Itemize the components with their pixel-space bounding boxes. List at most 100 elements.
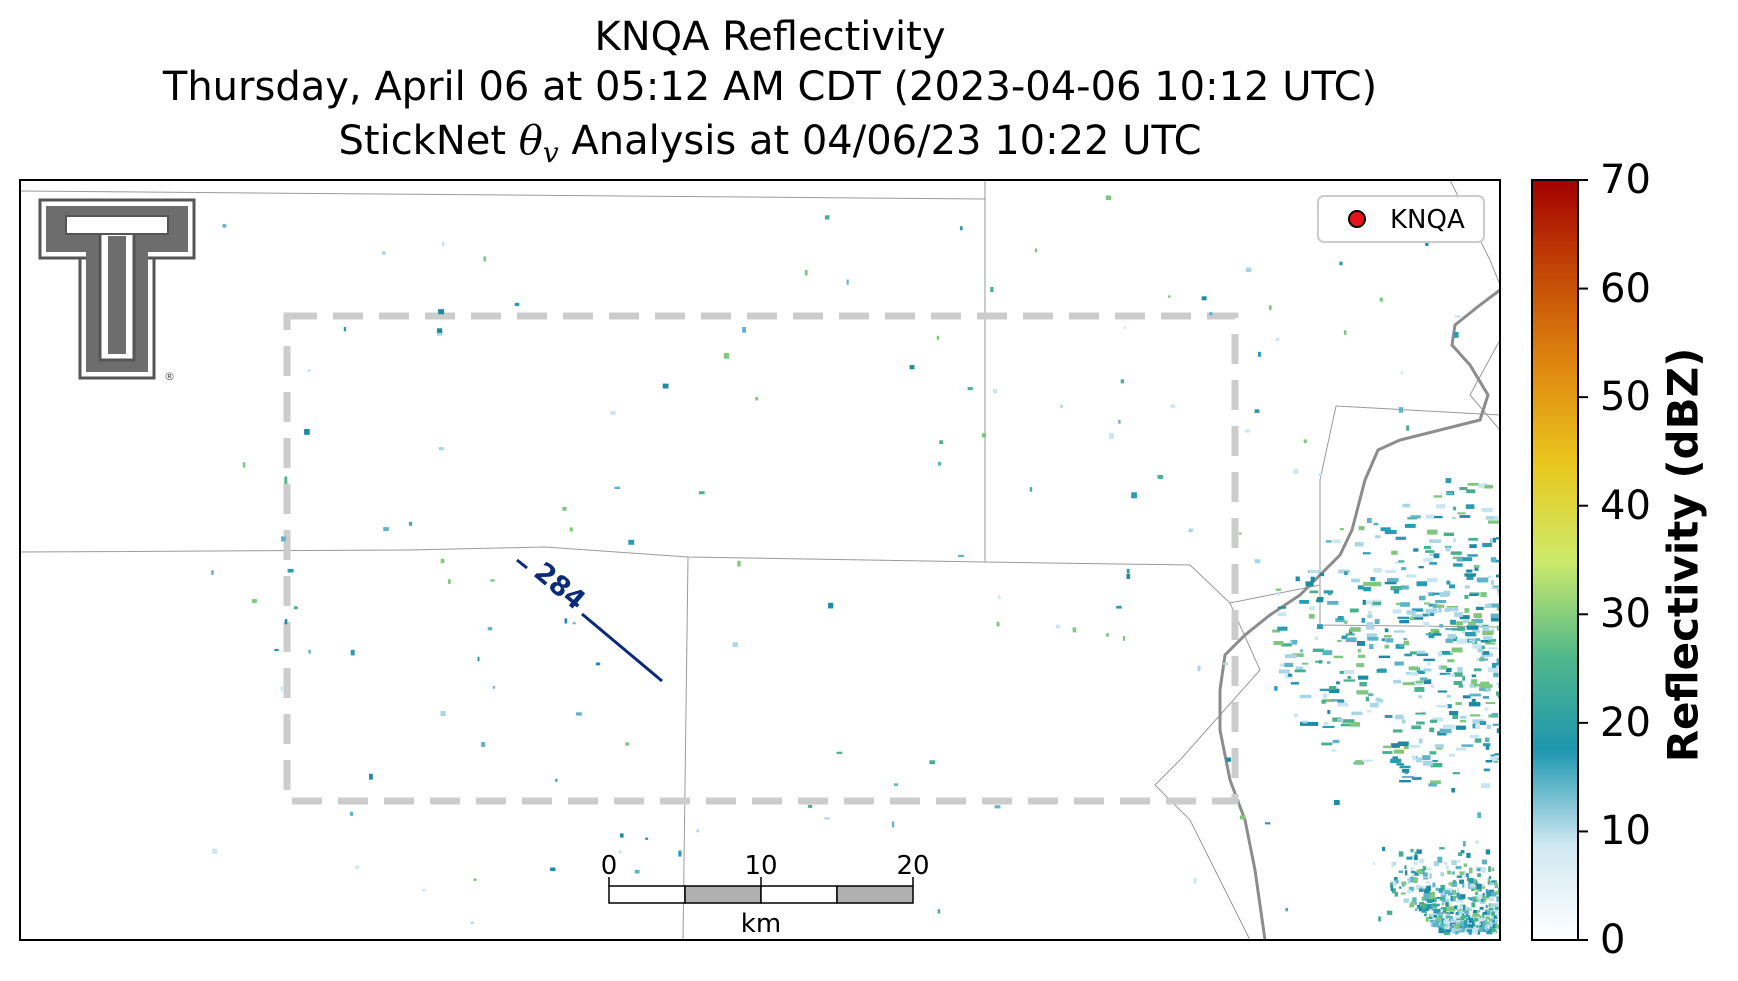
- echo-pixel: [1466, 876, 1469, 882]
- echo-pixel: [1501, 922, 1507, 925]
- echo-pixel: [1277, 606, 1287, 609]
- echo-pixel: [1447, 921, 1452, 928]
- echo-pixel: [1403, 744, 1409, 749]
- echo-pixel: [1433, 553, 1440, 559]
- echo-pixel: [1479, 645, 1485, 650]
- echo-pixel: [1288, 673, 1292, 677]
- echo-pixel: [936, 335, 940, 340]
- echo-pixel: [1390, 886, 1394, 892]
- echo-pixel: [994, 805, 1001, 809]
- echo-pixel: [1503, 921, 1508, 924]
- echo-pixel: [1490, 915, 1494, 919]
- echo-pixel: [1473, 683, 1481, 687]
- echo-pixel: [1357, 648, 1361, 653]
- echo-pixel: [1475, 606, 1484, 610]
- echo-pixel: [1406, 574, 1417, 578]
- echo-pixel: [1425, 242, 1429, 246]
- echo-pixel: [1405, 870, 1408, 876]
- echo-pixel: [1367, 636, 1379, 641]
- echo-pixel: [1387, 578, 1399, 582]
- echo-pixel: [698, 491, 705, 495]
- echo-pixel: [1239, 532, 1242, 535]
- echo-pixel: [1461, 744, 1474, 747]
- colorbar-tick-label: 50: [1600, 374, 1651, 421]
- echo-pixel: [251, 599, 257, 603]
- echo-pixel: [280, 686, 283, 692]
- echo-pixel: [1374, 619, 1380, 624]
- echo-pixel: [1395, 536, 1406, 540]
- echo-pixel: [1332, 717, 1342, 722]
- echo-pixel: [1299, 694, 1312, 699]
- echo-pixel: [1488, 903, 1493, 909]
- echo-pixel: [1421, 903, 1427, 909]
- echo-pixel: [1449, 584, 1455, 589]
- echo-pixel: [1414, 908, 1418, 911]
- echo-pixel: [1358, 526, 1365, 531]
- echo-pixel: [1408, 744, 1421, 748]
- echo-pixel: [1483, 688, 1490, 692]
- echo-pixel: [1337, 639, 1342, 642]
- echo-pixel: [355, 865, 360, 869]
- echo-pixel: [1462, 695, 1471, 699]
- echo-pixel: [1393, 679, 1401, 684]
- echo-pixel: [1446, 865, 1449, 870]
- echo-pixel: [1467, 482, 1479, 486]
- echo-pixel: [1435, 887, 1439, 891]
- echo-pixel: [1491, 867, 1495, 872]
- echo-pixel: [1453, 563, 1463, 567]
- echo-pixel: [614, 486, 621, 489]
- echo-pixel: [1468, 877, 1474, 884]
- echo-pixel: [1458, 852, 1463, 856]
- echo-pixel: [1522, 665, 1531, 668]
- echo-pixel: [1436, 705, 1448, 708]
- echo-pixel: [1495, 924, 1499, 928]
- echo-pixel: [1254, 559, 1261, 564]
- colorbar-tick-label: 0: [1600, 917, 1626, 963]
- echo-pixel: [211, 570, 214, 575]
- echo-pixel: [1254, 409, 1260, 413]
- echo-pixel: [1491, 662, 1499, 668]
- echo-pixel: [1496, 574, 1500, 578]
- echo-pixel: [1394, 661, 1404, 666]
- echo-pixel: [1477, 868, 1481, 871]
- echo-pixel: [1473, 565, 1480, 568]
- echo-pixel: [1471, 674, 1477, 678]
- echo-pixel: [1423, 877, 1429, 880]
- echo-pixel: [1462, 630, 1467, 634]
- echo-pixel: [1292, 653, 1304, 657]
- echo-pixel: [1406, 856, 1413, 860]
- echo-pixel: [1453, 672, 1463, 677]
- echo-pixel: [564, 618, 568, 624]
- echo-pixel: [1482, 630, 1494, 636]
- echo-pixel: [1432, 906, 1437, 911]
- echo-pixel: [1444, 890, 1451, 895]
- echo-pixel: [1502, 913, 1508, 916]
- echo-pixel: [1446, 580, 1451, 585]
- echo-pixel: [1284, 654, 1297, 659]
- echo-pixel: [1385, 570, 1397, 573]
- echo-pixel: [1034, 248, 1038, 253]
- echo-pixel: [1407, 889, 1412, 893]
- echo-pixel: [1458, 922, 1464, 927]
- echo-pixel: [1424, 602, 1431, 605]
- echo-pixel: [1510, 683, 1518, 687]
- colorbar-tick-label: 20: [1600, 699, 1651, 746]
- echo-pixel: [1485, 760, 1493, 763]
- echo-pixel: [1339, 528, 1345, 531]
- echo-pixel: [1501, 842, 1504, 846]
- echo-pixel: [1430, 921, 1434, 928]
- echo-pixel: [1343, 679, 1356, 682]
- echo-pixel: [1488, 907, 1494, 911]
- echo-pixel: [1494, 753, 1500, 756]
- echo-pixel: [1434, 744, 1444, 748]
- echo-pixel: [1055, 624, 1060, 629]
- echo-pixel: [1402, 769, 1410, 773]
- echo-pixel: [1495, 890, 1500, 896]
- echo-pixel: [1482, 859, 1487, 865]
- echo-pixel: [1294, 713, 1298, 718]
- echo-pixel: [369, 773, 373, 780]
- echo-pixel: [1438, 607, 1442, 613]
- echo-pixel: [1438, 915, 1443, 919]
- map-legend[interactable]: KNQA: [1317, 195, 1485, 243]
- echo-pixel: [1508, 619, 1514, 621]
